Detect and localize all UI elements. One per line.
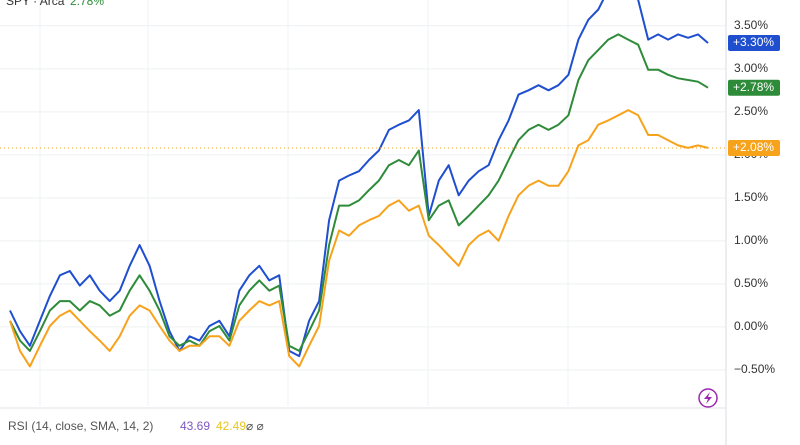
y-tick-label: 1.00% bbox=[734, 233, 768, 247]
last-value-badge bbox=[728, 79, 780, 96]
plot bbox=[9, 0, 709, 368]
rsi-value: 43.69 bbox=[180, 419, 210, 433]
last-value-label: +2.08% bbox=[733, 140, 774, 154]
y-tick-label: −0.50% bbox=[734, 362, 775, 376]
last-value-label: +3.30% bbox=[733, 35, 774, 49]
header-value: 2.78% bbox=[70, 0, 104, 8]
y-tick-label: 1.50% bbox=[734, 190, 768, 204]
last-value-badge bbox=[728, 139, 780, 156]
rsi-icons[interactable]: ⌀ ⌀ bbox=[246, 419, 264, 433]
flash-icon[interactable] bbox=[698, 388, 718, 408]
y-grid bbox=[0, 25, 726, 371]
series-line bbox=[9, 33, 709, 352]
header-symbol: SPY · Arca bbox=[6, 0, 65, 8]
last-value-label: +2.78% bbox=[733, 80, 774, 94]
rsi-label: RSI (14, close, SMA, 14, 2) bbox=[8, 419, 153, 433]
series-line bbox=[9, 109, 709, 368]
last-value-badge bbox=[728, 35, 780, 52]
y-tick-label: 0.00% bbox=[734, 319, 768, 333]
y-tick-label: 2.50% bbox=[734, 104, 768, 118]
y-tick-label: 0.50% bbox=[734, 276, 768, 290]
x-grid bbox=[39, 0, 569, 406]
y-tick-label: 3.00% bbox=[734, 61, 768, 75]
series-line bbox=[9, 0, 709, 358]
rsi-sma: 42.49 bbox=[216, 419, 246, 433]
y-tick-label: 3.50% bbox=[734, 18, 768, 32]
